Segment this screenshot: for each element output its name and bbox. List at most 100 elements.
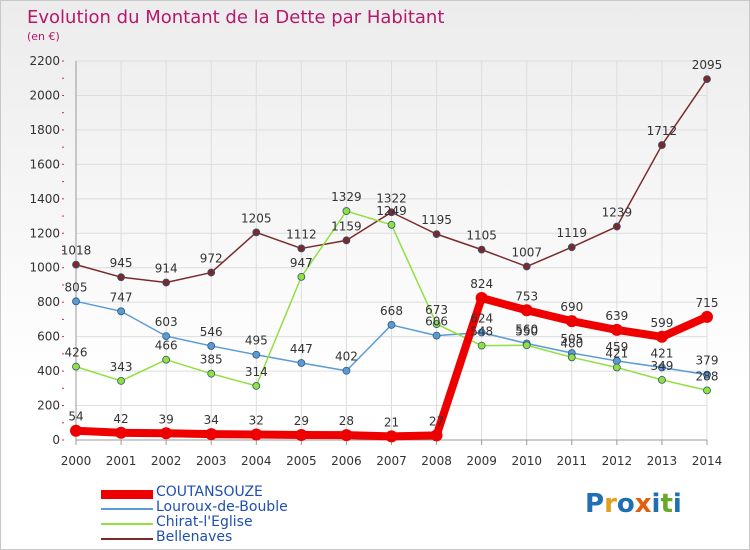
data-label: 314: [245, 365, 268, 379]
data-label: 606: [425, 315, 448, 329]
x-tick-label: 2009: [466, 454, 497, 468]
data-point: [522, 262, 531, 271]
data-point: [703, 75, 711, 83]
data-point: [252, 382, 261, 390]
data-label: 914: [155, 262, 178, 276]
y-tick-label: 1400: [29, 192, 60, 206]
data-label: 421: [650, 346, 673, 360]
data-label: 39: [159, 412, 174, 426]
legend-label: Bellenaves: [156, 529, 233, 545]
data-label: 972: [200, 252, 223, 266]
data-point: [567, 243, 576, 252]
data-label: 466: [155, 339, 178, 353]
data-label: 1195: [421, 213, 452, 227]
data-point: [207, 268, 216, 277]
data-label: 1018: [61, 244, 92, 258]
data-point: [160, 427, 173, 440]
data-label: 1329: [331, 190, 362, 204]
x-tick-label: 2010: [511, 454, 542, 468]
data-label: 1712: [647, 124, 678, 138]
data-label: 1239: [602, 206, 633, 220]
data-point: [342, 236, 351, 245]
x-tick-label: 2003: [196, 454, 227, 468]
data-point: [612, 222, 621, 231]
data-label: 1007: [511, 246, 542, 260]
y-tick-label: 600: [37, 330, 60, 344]
data-point: [70, 424, 82, 437]
data-point: [162, 332, 171, 341]
x-tick-label: 2002: [151, 454, 182, 468]
x-tick-label: 2012: [602, 454, 633, 468]
data-point: [565, 315, 578, 328]
y-tick-label: 1000: [29, 261, 60, 275]
data-point: [658, 141, 666, 149]
data-point: [477, 245, 486, 254]
data-label: 668: [380, 304, 403, 318]
data-point: [252, 228, 261, 237]
logo-letter: t: [660, 489, 673, 519]
data-point: [207, 369, 216, 378]
data-point: [610, 323, 623, 336]
data-label: 21: [384, 415, 399, 429]
data-point: [475, 292, 488, 305]
data-label: 690: [560, 300, 583, 314]
legend-label: Louroux-de-Bouble: [156, 499, 288, 515]
data-label: 426: [65, 346, 88, 360]
data-label: 805: [65, 280, 88, 294]
data-point: [297, 272, 306, 281]
y-tick-label: 800: [37, 295, 60, 309]
legend-label: Chirat-l'Eglise: [156, 514, 253, 530]
x-tick-label: 2005: [286, 454, 317, 468]
x-tick-label: 2007: [376, 454, 407, 468]
data-label: 753: [515, 289, 538, 303]
y-tick-label: 2000: [29, 88, 60, 102]
y-tick-label: 400: [37, 364, 60, 378]
legend-swatch: [101, 508, 153, 510]
legend-label: COUTANSOUZE: [156, 484, 263, 500]
data-label: 548: [470, 325, 493, 339]
data-label: 29: [294, 414, 309, 428]
data-label: 505: [560, 332, 583, 346]
proxiti-logo: Proxiti: [585, 489, 682, 519]
data-point: [385, 430, 398, 443]
legend-swatch: [101, 538, 153, 540]
data-label: 54: [68, 410, 83, 424]
data-point: [72, 297, 80, 306]
data-label: 421: [605, 346, 628, 360]
x-tick-label: 2013: [647, 454, 678, 468]
data-point: [701, 310, 713, 323]
y-tick-label: 1600: [29, 157, 60, 171]
data-label: 27: [429, 414, 444, 428]
chart-title: Evolution du Montant de la Dette par Hab…: [27, 7, 445, 28]
logo-letter: i: [672, 489, 682, 519]
data-label: 447: [290, 342, 313, 356]
data-point: [297, 359, 306, 367]
data-point: [658, 375, 666, 384]
data-point: [477, 341, 486, 350]
data-label: 945: [110, 256, 133, 270]
data-point: [342, 207, 351, 215]
data-point: [72, 362, 80, 371]
data-label: 603: [155, 315, 178, 329]
data-label: 32: [249, 413, 264, 427]
data-point: [387, 220, 396, 229]
data-label: 560: [515, 323, 538, 337]
data-label: 715: [696, 296, 719, 310]
data-label: 747: [110, 290, 133, 304]
x-tick-label: 2011: [557, 454, 588, 468]
data-label: 673: [425, 303, 448, 317]
data-point: [520, 304, 533, 317]
data-point: [430, 429, 443, 442]
data-label: 1249: [376, 204, 407, 218]
legend-swatch: [101, 489, 153, 499]
data-label: 349: [650, 359, 673, 373]
data-point: [207, 342, 216, 350]
data-label: 288: [696, 369, 719, 383]
x-tick-label: 2000: [61, 454, 92, 468]
x-tick-label: 2014: [692, 454, 723, 468]
data-label: 624: [470, 312, 493, 326]
data-point: [703, 386, 711, 395]
data-point: [567, 353, 576, 362]
data-label: 379: [696, 354, 719, 368]
y-tick-label: 200: [37, 399, 60, 413]
